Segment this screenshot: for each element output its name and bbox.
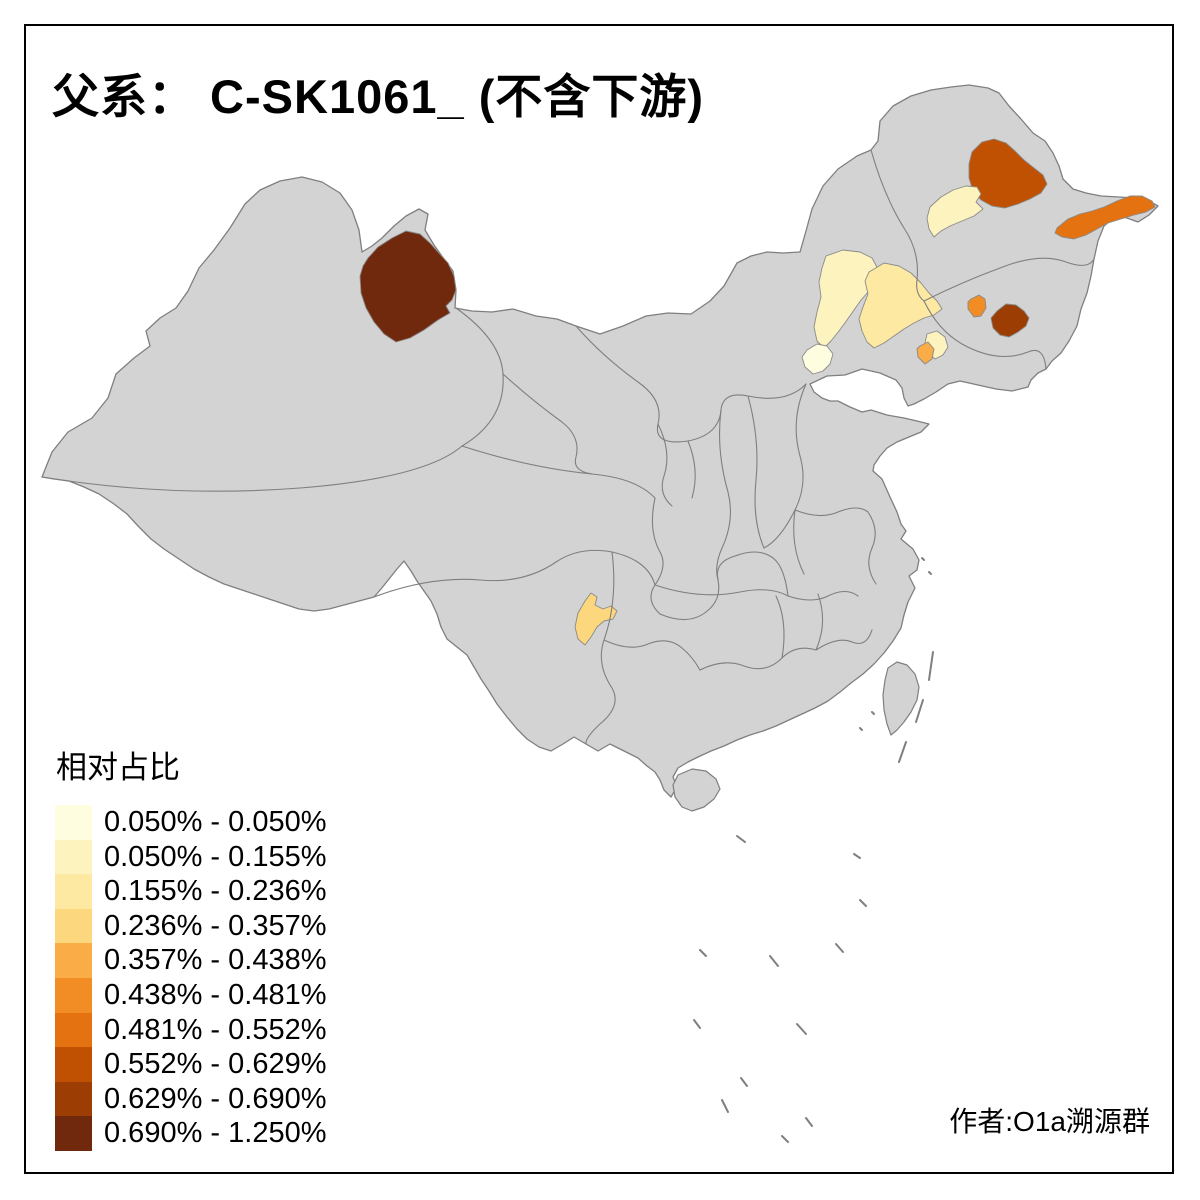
legend-item: 0.629% - 0.690%: [55, 1081, 327, 1117]
legend-label: 0.357% - 0.438%: [104, 944, 327, 977]
legend-item: 0.050% - 0.155%: [55, 839, 327, 875]
offshore-islands: [693, 557, 934, 1143]
region-jilin-west-orange: [967, 294, 987, 318]
legend-swatch: [55, 908, 92, 944]
legend-swatch: [55, 839, 92, 875]
attribution-text: 作者:O1a溯源群: [949, 1106, 1150, 1137]
legend-swatch: [55, 1047, 92, 1082]
legend-item: 0.481% - 0.552%: [55, 1012, 327, 1048]
legend-swatch: [55, 874, 92, 909]
legend-swatch: [55, 1116, 92, 1151]
legend-label: 0.438% - 0.481%: [104, 978, 327, 1011]
hainan-shape: [672, 768, 721, 812]
legend-label: 0.050% - 0.155%: [104, 840, 327, 873]
region-inner-mongolia-east-pale: [858, 262, 943, 349]
legend-item: 0.438% - 0.481%: [55, 977, 327, 1013]
legend-swatch: [55, 1081, 92, 1117]
legend-swatch: [55, 1012, 92, 1048]
region-heilongjiang-nenjiang: [926, 185, 984, 238]
choropleth-regions: [359, 138, 1156, 646]
region-liaoning-orange: [916, 341, 935, 365]
region-inner-mongolia-west-pale: [813, 249, 879, 349]
region-beijing-pale: [801, 343, 834, 375]
legend-label: 0.481% - 0.552%: [104, 1013, 327, 1046]
legend-item: 0.236% - 0.357%: [55, 908, 327, 944]
region-jilin-central-dark: [990, 303, 1030, 338]
legend-title: 相对占比: [56, 750, 180, 785]
legend-swatch: [55, 977, 92, 1013]
legend-item: 0.155% - 0.236%: [55, 874, 326, 909]
taiwan-shape: [882, 661, 920, 736]
region-xinjiang-altay: [359, 230, 457, 343]
legend-swatch: [55, 805, 92, 840]
legend-label: 0.236% - 0.357%: [104, 909, 327, 942]
legend-label: 0.155% - 0.236%: [104, 875, 327, 908]
legend-label: 0.690% - 1.250%: [104, 1117, 327, 1150]
legend-item: 0.050% - 0.050%: [55, 805, 326, 840]
province-borders: [41, 149, 1095, 745]
legend: 相对占比 0.050% - 0.050% 0.050% - 0.155% 0.1…: [55, 742, 326, 1151]
legend-label: 0.629% - 0.690%: [104, 1082, 327, 1115]
legend-label: 0.552% - 0.629%: [104, 1048, 327, 1081]
legend-label: 0.050% - 0.050%: [104, 806, 327, 838]
region-heilongjiang-east: [1054, 195, 1156, 240]
plot-title: 父系： C-SK1061_ (不含下游): [52, 70, 704, 123]
legend-item: 0.357% - 0.438%: [55, 943, 326, 978]
mainland-china-shape: [41, 84, 1159, 798]
region-sichuan-south: [574, 592, 618, 646]
legend-item: 0.690% - 1.250%: [55, 1116, 326, 1151]
legend-swatch: [55, 943, 92, 978]
legend-item: 0.552% - 0.629%: [55, 1047, 326, 1082]
